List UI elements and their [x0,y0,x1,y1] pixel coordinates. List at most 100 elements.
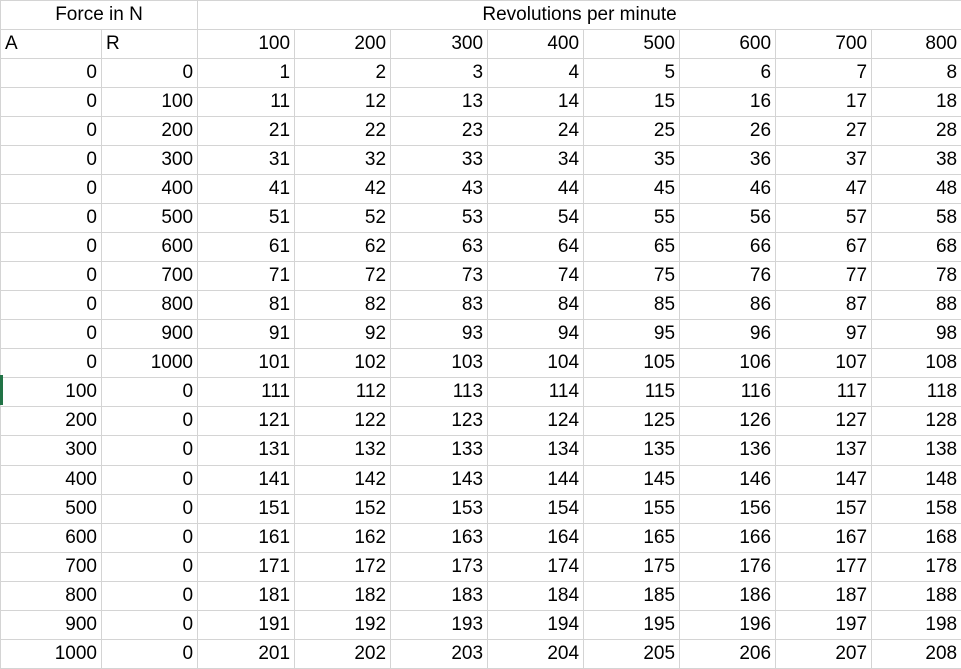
value-cell[interactable]: 161 [197,522,296,553]
rpm-header-cell[interactable]: 300 [390,29,489,60]
value-cell[interactable]: 8 [871,58,961,89]
force-r-cell[interactable]: 300 [100,145,199,176]
value-cell[interactable]: 168 [871,522,961,553]
force-a-cell[interactable]: 500 [0,493,102,524]
value-cell[interactable]: 78 [871,261,961,292]
force-a-cell[interactable]: 0 [0,232,102,263]
value-cell[interactable]: 165 [583,522,681,553]
value-cell[interactable]: 164 [487,522,585,553]
value-cell[interactable]: 18 [871,87,961,118]
value-cell[interactable]: 11 [197,87,296,118]
value-cell[interactable]: 13 [390,87,489,118]
value-cell[interactable]: 33 [390,145,489,176]
value-cell[interactable]: 201 [197,638,296,669]
value-cell[interactable]: 105 [583,348,681,379]
value-cell[interactable]: 117 [775,377,873,408]
force-r-cell[interactable]: 800 [100,290,199,321]
value-cell[interactable]: 5 [583,58,681,89]
value-cell[interactable]: 171 [197,551,296,582]
value-cell[interactable]: 106 [679,348,777,379]
value-cell[interactable]: 157 [775,493,873,524]
force-r-cell[interactable]: 600 [100,232,199,263]
rpm-header-cell[interactable]: 100 [197,29,296,60]
value-cell[interactable]: 72 [294,261,392,292]
value-cell[interactable]: 126 [679,406,777,437]
force-r-cell[interactable]: 400 [100,174,199,205]
force-r-cell[interactable]: 0 [100,377,199,408]
force-r-cell[interactable]: 0 [100,406,199,437]
value-cell[interactable]: 183 [390,580,489,611]
force-a-cell[interactable]: 0 [0,145,102,176]
force-a-cell[interactable]: 400 [0,464,102,495]
value-cell[interactable]: 158 [871,493,961,524]
value-cell[interactable]: 112 [294,377,392,408]
value-cell[interactable]: 44 [487,174,585,205]
value-cell[interactable]: 14 [487,87,585,118]
value-cell[interactable]: 66 [679,232,777,263]
value-cell[interactable]: 124 [487,406,585,437]
value-cell[interactable]: 38 [871,145,961,176]
value-cell[interactable]: 138 [871,435,961,466]
value-cell[interactable]: 147 [775,464,873,495]
value-cell[interactable]: 26 [679,116,777,147]
value-cell[interactable]: 103 [390,348,489,379]
force-r-cell[interactable]: 0 [100,580,199,611]
force-r-cell[interactable]: 0 [100,638,199,669]
rpm-header-cell[interactable]: 800 [871,29,961,60]
force-a-cell[interactable]: 0 [0,348,102,379]
force-a-cell[interactable]: 0 [0,58,102,89]
value-cell[interactable]: 123 [390,406,489,437]
value-cell[interactable]: 46 [679,174,777,205]
value-cell[interactable]: 65 [583,232,681,263]
value-cell[interactable]: 96 [679,319,777,350]
value-cell[interactable]: 22 [294,116,392,147]
value-cell[interactable]: 67 [775,232,873,263]
value-cell[interactable]: 73 [390,261,489,292]
force-a-cell[interactable]: 600 [0,522,102,553]
value-cell[interactable]: 104 [487,348,585,379]
value-cell[interactable]: 3 [390,58,489,89]
value-cell[interactable]: 68 [871,232,961,263]
value-cell[interactable]: 53 [390,203,489,234]
value-cell[interactable]: 2 [294,58,392,89]
value-cell[interactable]: 28 [871,116,961,147]
rpm-header-cell[interactable]: 600 [679,29,777,60]
value-cell[interactable]: 205 [583,638,681,669]
value-cell[interactable]: 62 [294,232,392,263]
value-cell[interactable]: 182 [294,580,392,611]
value-cell[interactable]: 4 [487,58,585,89]
value-cell[interactable]: 151 [197,493,296,524]
value-cell[interactable]: 92 [294,319,392,350]
force-r-cell[interactable]: 0 [100,609,199,640]
force-r-cell[interactable]: 0 [100,435,199,466]
value-cell[interactable]: 192 [294,609,392,640]
value-cell[interactable]: 167 [775,522,873,553]
value-cell[interactable]: 154 [487,493,585,524]
value-cell[interactable]: 102 [294,348,392,379]
value-cell[interactable]: 156 [679,493,777,524]
value-cell[interactable]: 175 [583,551,681,582]
force-a-cell[interactable]: 300 [0,435,102,466]
value-cell[interactable]: 97 [775,319,873,350]
value-cell[interactable]: 113 [390,377,489,408]
value-cell[interactable]: 71 [197,261,296,292]
value-cell[interactable]: 118 [871,377,961,408]
force-a-cell[interactable]: 1000 [0,638,102,669]
rpm-header-cell[interactable]: 400 [487,29,585,60]
force-a-cell[interactable]: 900 [0,609,102,640]
force-r-cell[interactable]: 1000 [100,348,199,379]
value-cell[interactable]: 108 [871,348,961,379]
value-cell[interactable]: 206 [679,638,777,669]
value-cell[interactable]: 142 [294,464,392,495]
force-r-cell[interactable]: 0 [100,58,199,89]
value-cell[interactable]: 88 [871,290,961,321]
value-cell[interactable]: 196 [679,609,777,640]
value-cell[interactable]: 64 [487,232,585,263]
force-r-cell[interactable]: 100 [100,87,199,118]
force-a-cell[interactable]: 0 [0,174,102,205]
value-cell[interactable]: 47 [775,174,873,205]
value-cell[interactable]: 195 [583,609,681,640]
value-cell[interactable]: 95 [583,319,681,350]
force-a-cell[interactable]: 0 [0,319,102,350]
value-cell[interactable]: 125 [583,406,681,437]
